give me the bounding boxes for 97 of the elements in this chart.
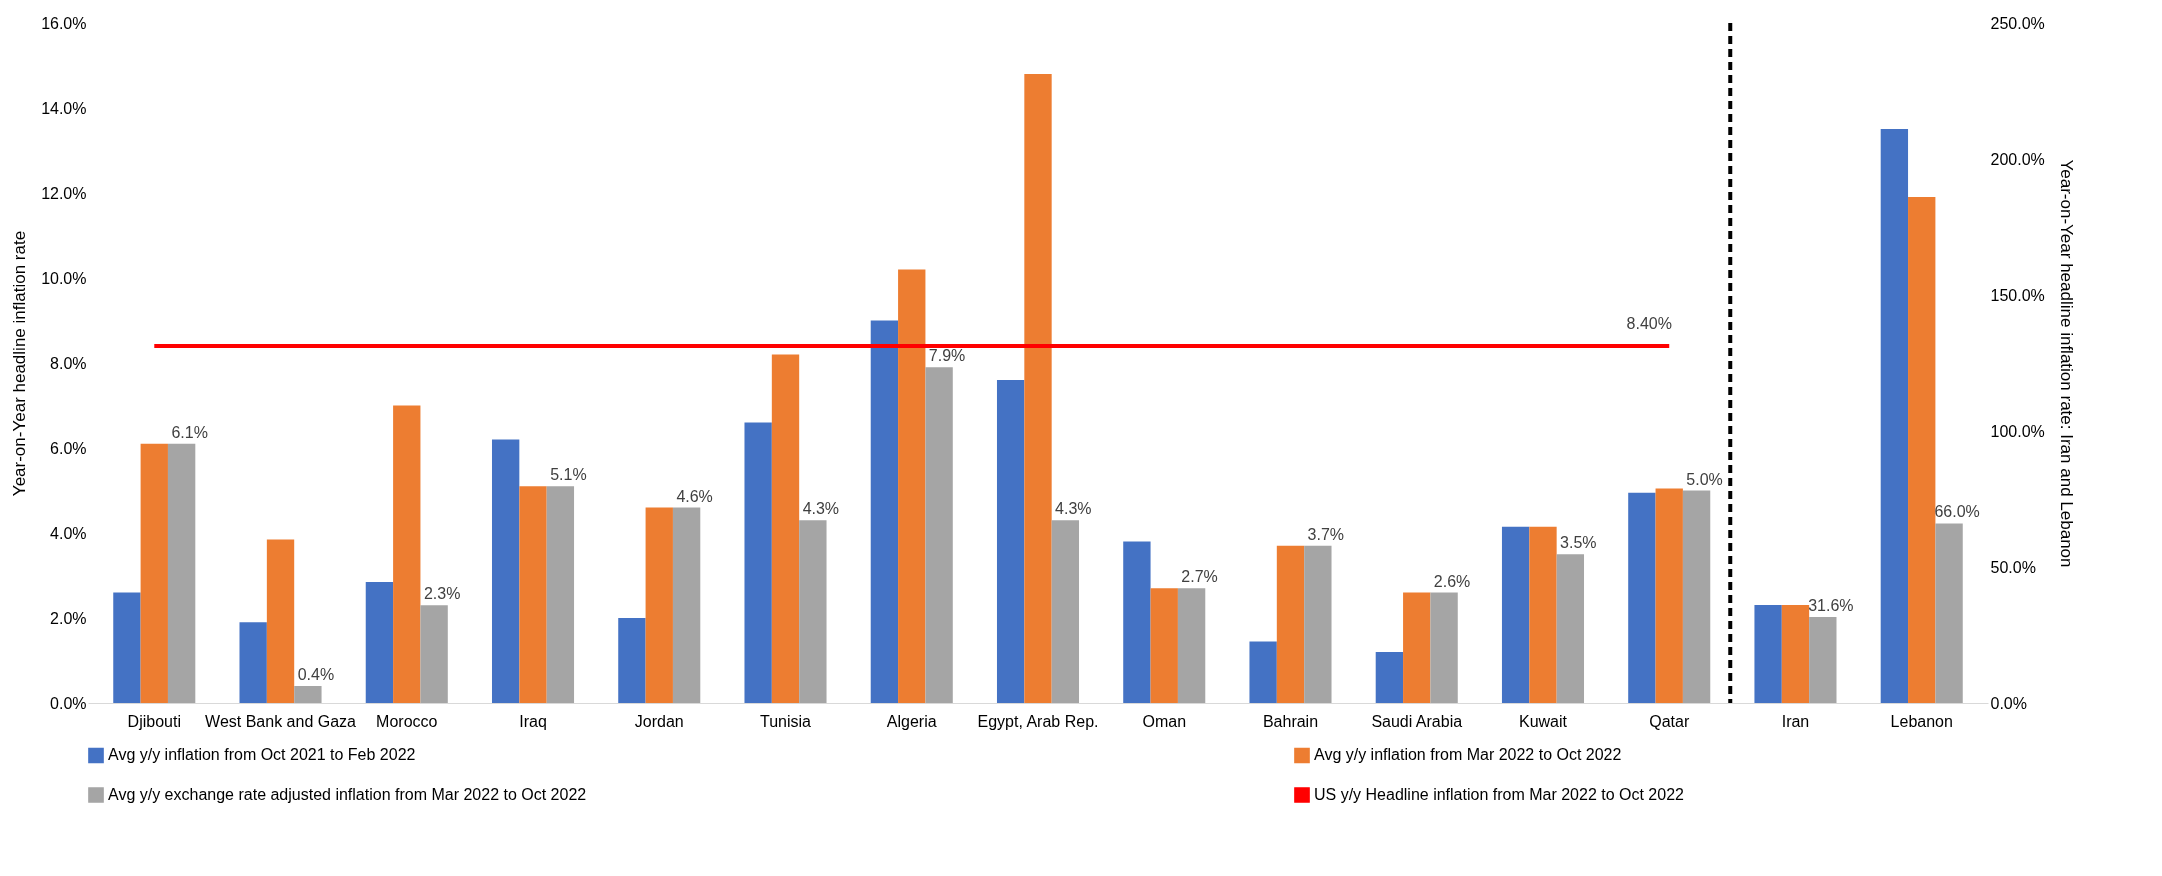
bar bbox=[1403, 592, 1431, 703]
bar bbox=[1628, 492, 1656, 703]
data-label: 31.6% bbox=[1808, 597, 1854, 615]
bar bbox=[546, 486, 575, 703]
bar bbox=[799, 520, 827, 703]
data-label: 7.9% bbox=[928, 347, 966, 365]
x-tick-label: Oman bbox=[1142, 712, 1187, 730]
bar bbox=[996, 380, 1025, 703]
bar bbox=[239, 622, 267, 703]
y2-tick-label: 250.0% bbox=[1990, 14, 2045, 32]
y-tick-label: 12.0% bbox=[41, 184, 87, 202]
data-label: 0.4% bbox=[297, 666, 335, 683]
bar bbox=[1375, 652, 1404, 703]
y-axis-title: Year-on-Year headline inflation rate bbox=[10, 230, 30, 497]
bar bbox=[365, 581, 394, 703]
x-tick-label: Jordan bbox=[634, 712, 684, 730]
x-tick-label: Bahrain bbox=[1262, 712, 1319, 730]
bar bbox=[1880, 129, 1909, 703]
x-tick-label: Iraq bbox=[519, 712, 547, 730]
data-label: 6.1% bbox=[171, 423, 208, 441]
y2-tick-label: 0.0% bbox=[1990, 694, 2027, 712]
y-tick-label: 2.0% bbox=[50, 609, 87, 627]
bar bbox=[1809, 617, 1837, 703]
data-label: 3.5% bbox=[1560, 534, 1597, 552]
bar bbox=[266, 539, 295, 703]
x-tick-label: Iran bbox=[1781, 712, 1810, 730]
bar bbox=[1024, 74, 1052, 703]
bar bbox=[1123, 541, 1151, 703]
bar bbox=[1682, 490, 1711, 703]
bar bbox=[1177, 588, 1206, 703]
data-label: 5.1% bbox=[550, 466, 587, 484]
bar bbox=[167, 443, 196, 703]
bar bbox=[1781, 605, 1810, 703]
bar bbox=[1501, 526, 1530, 703]
bar bbox=[1051, 520, 1080, 703]
y2-axis-title: Year-on-Year headline inflation rate: Iran and Lebanon bbox=[2056, 159, 2076, 568]
legend-label: Avg y/y inflation from Mar 2022 to Oct 2022 bbox=[1314, 746, 1622, 764]
y-tick-label: 14.0% bbox=[41, 99, 87, 117]
data-label: 3.7% bbox=[1307, 525, 1345, 543]
legend-label: Avg y/y exchange rate adjusted inflation from Mar 2022 to Oct 2022 bbox=[108, 786, 587, 803]
data-label: 4.3% bbox=[1055, 500, 1092, 518]
bar bbox=[491, 439, 520, 703]
data-label: 2.6% bbox=[1433, 572, 1471, 590]
data-label: 2.3% bbox=[423, 585, 461, 603]
bar bbox=[1304, 545, 1332, 703]
bar bbox=[1556, 554, 1585, 703]
x-tick-label: Qatar bbox=[1649, 712, 1690, 730]
bar bbox=[1276, 545, 1305, 703]
bar bbox=[870, 320, 899, 703]
x-tick-label: Kuwait bbox=[1518, 712, 1568, 730]
bar bbox=[519, 486, 547, 703]
bar bbox=[1249, 641, 1277, 703]
bar bbox=[294, 686, 322, 703]
data-label: 2.7% bbox=[1181, 568, 1218, 586]
data-label: 66.0% bbox=[1934, 503, 1980, 521]
bar bbox=[1150, 588, 1178, 703]
x-tick-label: Morocco bbox=[376, 712, 438, 730]
bar bbox=[1529, 526, 1557, 703]
bar bbox=[771, 354, 800, 703]
y2-tick-label: 150.0% bbox=[1990, 286, 2045, 304]
bar bbox=[645, 507, 673, 703]
legend-label: Avg y/y inflation from Oct 2021 to Feb 2022 bbox=[108, 746, 416, 764]
y2-tick-label: 100.0% bbox=[1990, 422, 2045, 440]
x-tick-label: Algeria bbox=[886, 712, 937, 730]
y-tick-label: 10.0% bbox=[41, 269, 87, 287]
x-tick-label: West Bank and Gaza bbox=[205, 712, 357, 730]
bar bbox=[925, 367, 953, 703]
bar bbox=[393, 405, 421, 703]
annotation: 8.40% bbox=[1626, 315, 1672, 332]
y2-tick-label: 50.0% bbox=[1990, 558, 2036, 576]
y2-tick-label: 200.0% bbox=[1990, 150, 2045, 168]
data-label: 4.3% bbox=[802, 500, 840, 518]
x-tick-label: Saudi Arabia bbox=[1371, 712, 1463, 730]
bar bbox=[1430, 592, 1458, 703]
bar bbox=[1935, 523, 1963, 703]
y-tick-label: 0.0% bbox=[50, 694, 87, 712]
x-tick-label: Tunisia bbox=[760, 712, 812, 730]
legend-label: US y/y Headline inflation from Mar 2022 to Oct 2022 bbox=[1314, 786, 1685, 803]
data-label: 4.6% bbox=[676, 487, 713, 505]
x-tick-label: Egypt, Arab Rep. bbox=[977, 712, 1099, 730]
data-label: 5.0% bbox=[1686, 470, 1723, 488]
bar bbox=[113, 592, 141, 703]
x-tick-label: Djibouti bbox=[127, 712, 181, 730]
bar bbox=[140, 443, 168, 703]
bar bbox=[1908, 197, 1936, 703]
bar bbox=[1655, 488, 1683, 703]
y-tick-label: 4.0% bbox=[50, 524, 87, 542]
y-tick-label: 6.0% bbox=[50, 439, 87, 457]
bar bbox=[898, 269, 926, 703]
bar bbox=[420, 605, 448, 703]
y-tick-label: 8.0% bbox=[50, 354, 87, 372]
y-tick-label: 16.0% bbox=[41, 14, 87, 32]
bar bbox=[618, 618, 646, 703]
bar bbox=[744, 422, 772, 703]
x-tick-label: Lebanon bbox=[1890, 712, 1953, 730]
bar bbox=[1754, 605, 1782, 703]
bar bbox=[672, 507, 701, 703]
